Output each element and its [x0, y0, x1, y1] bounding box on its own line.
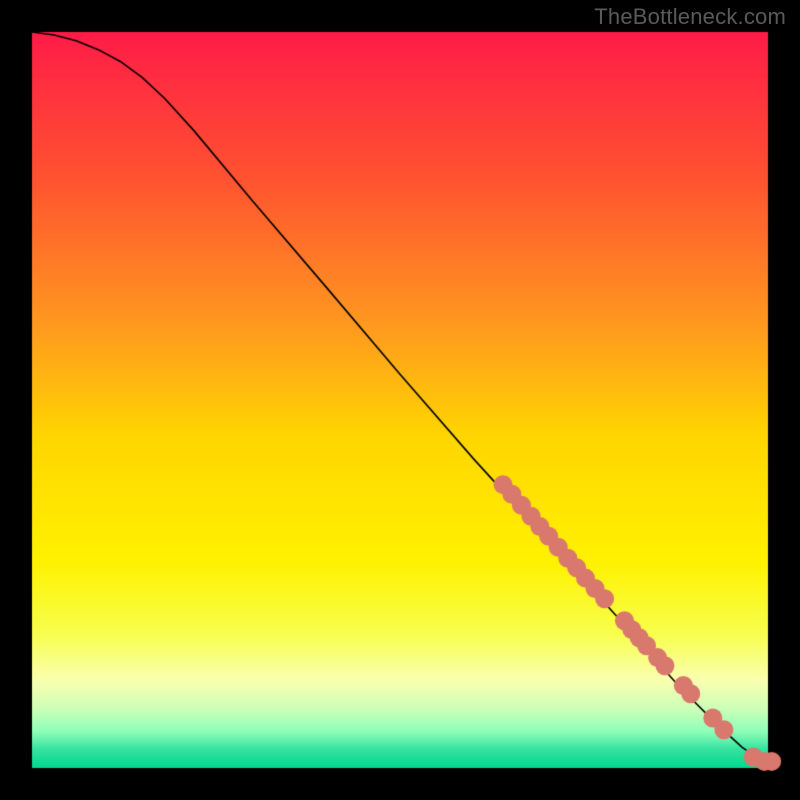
watermark-text: TheBottleneck.com — [594, 4, 786, 30]
bottleneck-gradient-chart — [0, 0, 800, 800]
chart-container: TheBottleneck.com — [0, 0, 800, 800]
